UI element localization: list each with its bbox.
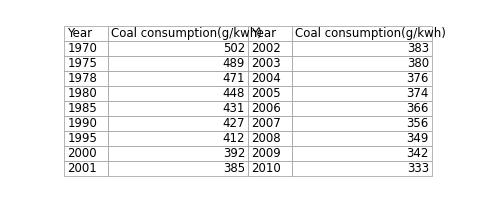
Text: 356: 356 (407, 117, 429, 130)
Text: 333: 333 (407, 162, 429, 175)
Bar (292, 131, 432, 146)
Bar (64, 41, 108, 56)
Bar (108, 101, 248, 116)
Text: 489: 489 (223, 57, 245, 70)
Text: 2002: 2002 (251, 42, 281, 55)
Bar (248, 146, 292, 161)
Text: 2004: 2004 (251, 72, 281, 85)
Bar (108, 71, 248, 86)
Text: 448: 448 (223, 87, 245, 100)
Text: 349: 349 (407, 132, 429, 145)
Text: 385: 385 (223, 162, 245, 175)
Bar (64, 26, 108, 41)
Bar (292, 146, 432, 161)
Bar (292, 56, 432, 71)
Bar (292, 41, 432, 56)
Bar (108, 161, 248, 176)
Bar (292, 86, 432, 101)
Text: Coal consumption(g/kwh): Coal consumption(g/kwh) (295, 27, 446, 40)
Bar (292, 101, 432, 116)
Text: 1985: 1985 (67, 102, 97, 115)
Bar (64, 86, 108, 101)
Text: 427: 427 (223, 117, 245, 130)
Bar (64, 56, 108, 71)
Text: 1970: 1970 (67, 42, 97, 55)
Text: 366: 366 (407, 102, 429, 115)
Text: 1975: 1975 (67, 57, 97, 70)
Bar (248, 161, 292, 176)
Text: 431: 431 (223, 102, 245, 115)
Text: 1980: 1980 (67, 87, 97, 100)
Bar (64, 161, 108, 176)
Bar (248, 86, 292, 101)
Bar (248, 26, 292, 41)
Text: 2000: 2000 (67, 147, 97, 160)
Text: 2010: 2010 (251, 162, 281, 175)
Bar (292, 71, 432, 86)
Bar (248, 101, 292, 116)
Text: 1978: 1978 (67, 72, 97, 85)
Bar (248, 131, 292, 146)
Bar (64, 101, 108, 116)
Text: 1995: 1995 (67, 132, 97, 145)
Text: 374: 374 (407, 87, 429, 100)
Text: 2006: 2006 (251, 102, 281, 115)
Bar (64, 116, 108, 131)
Text: 2005: 2005 (251, 87, 281, 100)
Bar (248, 56, 292, 71)
Text: 1990: 1990 (67, 117, 97, 130)
Text: 2001: 2001 (67, 162, 97, 175)
Text: 502: 502 (223, 42, 245, 55)
Text: Coal consumption(g/kwh): Coal consumption(g/kwh) (111, 27, 262, 40)
Bar (108, 56, 248, 71)
Text: 376: 376 (407, 72, 429, 85)
Bar (108, 146, 248, 161)
Text: 383: 383 (407, 42, 429, 55)
Bar (292, 161, 432, 176)
Text: 380: 380 (407, 57, 429, 70)
Text: 471: 471 (223, 72, 245, 85)
Bar (108, 26, 248, 41)
Bar (64, 146, 108, 161)
Bar (292, 26, 432, 41)
Text: 2009: 2009 (251, 147, 281, 160)
Text: 412: 412 (223, 132, 245, 145)
Bar (108, 116, 248, 131)
Text: Year: Year (251, 27, 276, 40)
Text: Year: Year (67, 27, 92, 40)
Bar (292, 116, 432, 131)
Bar (248, 116, 292, 131)
Bar (64, 71, 108, 86)
Bar (248, 41, 292, 56)
Bar (108, 41, 248, 56)
Bar (64, 131, 108, 146)
Text: 392: 392 (223, 147, 245, 160)
Bar (248, 71, 292, 86)
Text: 2003: 2003 (251, 57, 281, 70)
Text: 2008: 2008 (251, 132, 281, 145)
Bar (108, 131, 248, 146)
Text: 342: 342 (407, 147, 429, 160)
Text: 2007: 2007 (251, 117, 281, 130)
Bar (108, 86, 248, 101)
